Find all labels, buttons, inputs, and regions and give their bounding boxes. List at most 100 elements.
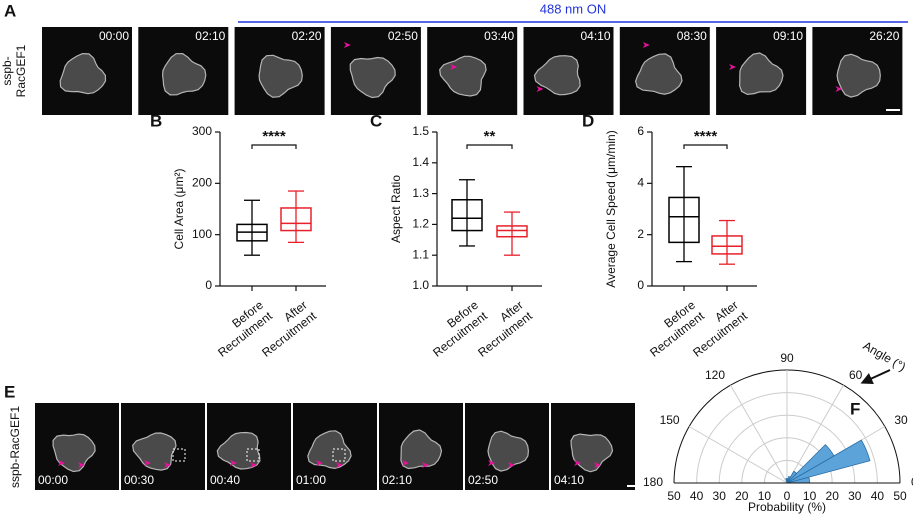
- cell: [487, 430, 530, 472]
- box: [711, 235, 743, 255]
- significance-bracket: [251, 144, 297, 149]
- angle-label: Angle (°): [861, 339, 909, 375]
- r-tick-label: 30: [848, 489, 862, 503]
- timestamp: 02:20: [292, 29, 322, 43]
- rose-wedge: [786, 439, 871, 484]
- y-tick-label: 1.2: [412, 217, 429, 231]
- arrowhead: [343, 42, 351, 48]
- cell: [52, 433, 96, 473]
- arrowhead: [729, 64, 737, 70]
- cell: [533, 55, 581, 96]
- r-tick-label: 50: [893, 489, 907, 503]
- arrowhead: [642, 42, 650, 48]
- theta-tick-label: 90: [780, 351, 794, 365]
- timestamp: 02:10: [195, 29, 225, 43]
- cell: [439, 55, 487, 97]
- timestamp: 02:10: [382, 473, 412, 487]
- timestamp: 00:00: [38, 473, 68, 487]
- panel-label: E: [4, 382, 15, 401]
- y-tick-label: 6: [637, 124, 644, 138]
- timestamp: 04:10: [580, 29, 610, 43]
- y-tick-label: 1.4: [412, 155, 429, 169]
- grid-spoke: [688, 426, 788, 484]
- y-axis-label: Cell Area (μm²): [172, 169, 186, 250]
- arrowhead: [835, 86, 843, 92]
- arrowhead: [164, 462, 171, 468]
- row-label: sspb-: [0, 56, 14, 85]
- r-tick-label: 10: [758, 489, 772, 503]
- arrowhead: [508, 462, 515, 468]
- stimulus-label: 488 nm ON: [540, 1, 606, 16]
- r-tick-label: 10: [803, 489, 817, 503]
- significance: **: [484, 128, 496, 145]
- y-tick-label: 2: [637, 227, 644, 241]
- significance: ****: [262, 128, 286, 145]
- cell: [59, 52, 107, 95]
- y-tick-label: 1.0: [412, 278, 429, 292]
- arrowhead: [336, 462, 343, 468]
- cell: [132, 432, 177, 471]
- cell: [400, 429, 443, 470]
- arrowhead: [574, 460, 581, 466]
- cell: [836, 53, 881, 98]
- y-tick-label: 300: [192, 124, 212, 138]
- arrowhead: [78, 462, 85, 468]
- y-tick-label: 0: [205, 278, 212, 292]
- significance: ****: [694, 128, 718, 145]
- r-tick-label: 30: [713, 489, 727, 503]
- arrowhead: [230, 460, 237, 466]
- r-tick-label: 20: [735, 489, 749, 503]
- panel-label: F: [850, 399, 860, 418]
- box: [668, 196, 700, 244]
- row-label: sspb-RacGEF1: [8, 406, 22, 488]
- panel-label: C: [370, 111, 382, 130]
- panel-label: A: [4, 1, 16, 20]
- timestamp: 00:40: [210, 473, 240, 487]
- cell: [634, 53, 683, 95]
- timestamp: 01:00: [296, 473, 326, 487]
- arrowhead: [536, 86, 544, 92]
- y-axis-label: Aspect Ratio: [389, 175, 403, 243]
- y-tick-label: 1.1: [412, 247, 429, 261]
- cell: [570, 433, 614, 473]
- y-axis-label: Average Cell Speed (μm/min): [604, 130, 618, 287]
- timestamp: 08:30: [677, 29, 707, 43]
- roi-box: [246, 448, 260, 462]
- timestamp: 02:50: [388, 29, 418, 43]
- roi-box: [332, 448, 346, 462]
- r-tick-label: 40: [690, 489, 704, 503]
- arrowhead: [316, 460, 323, 466]
- arrowhead: [488, 460, 495, 466]
- theta-tick-label: 60: [849, 368, 863, 382]
- box: [451, 199, 483, 232]
- arrowhead: [422, 462, 429, 468]
- arrowhead: [594, 462, 601, 468]
- grid-spoke: [786, 384, 844, 484]
- theta-tick-label: 120: [705, 368, 725, 382]
- arrowhead: [450, 64, 458, 70]
- significance-bracket: [466, 144, 513, 149]
- arrowhead: [250, 462, 257, 468]
- theta-tick-label: 150: [660, 413, 680, 427]
- y-tick-label: 1.5: [412, 124, 429, 138]
- angle-arrow: [860, 369, 891, 384]
- y-tick-label: 200: [192, 176, 212, 190]
- y-tick-label: 4: [637, 176, 644, 190]
- cell: [349, 56, 396, 99]
- cell: [216, 431, 261, 470]
- box: [496, 225, 528, 238]
- timestamp: 00:00: [99, 29, 129, 43]
- significance-bracket: [683, 144, 728, 149]
- arrowhead: [144, 460, 151, 466]
- r-tick-label: 50: [667, 489, 681, 503]
- timestamp: 09:10: [773, 29, 803, 43]
- cell: [738, 52, 784, 96]
- timestamp: 00:30: [124, 473, 154, 487]
- arrowhead: [58, 460, 65, 466]
- timestamp: 26:20: [869, 29, 899, 43]
- arrowhead: [402, 460, 409, 466]
- row-label: RacGEF1: [14, 44, 28, 97]
- r-tick-label: 20: [826, 489, 840, 503]
- roi-box: [172, 448, 186, 462]
